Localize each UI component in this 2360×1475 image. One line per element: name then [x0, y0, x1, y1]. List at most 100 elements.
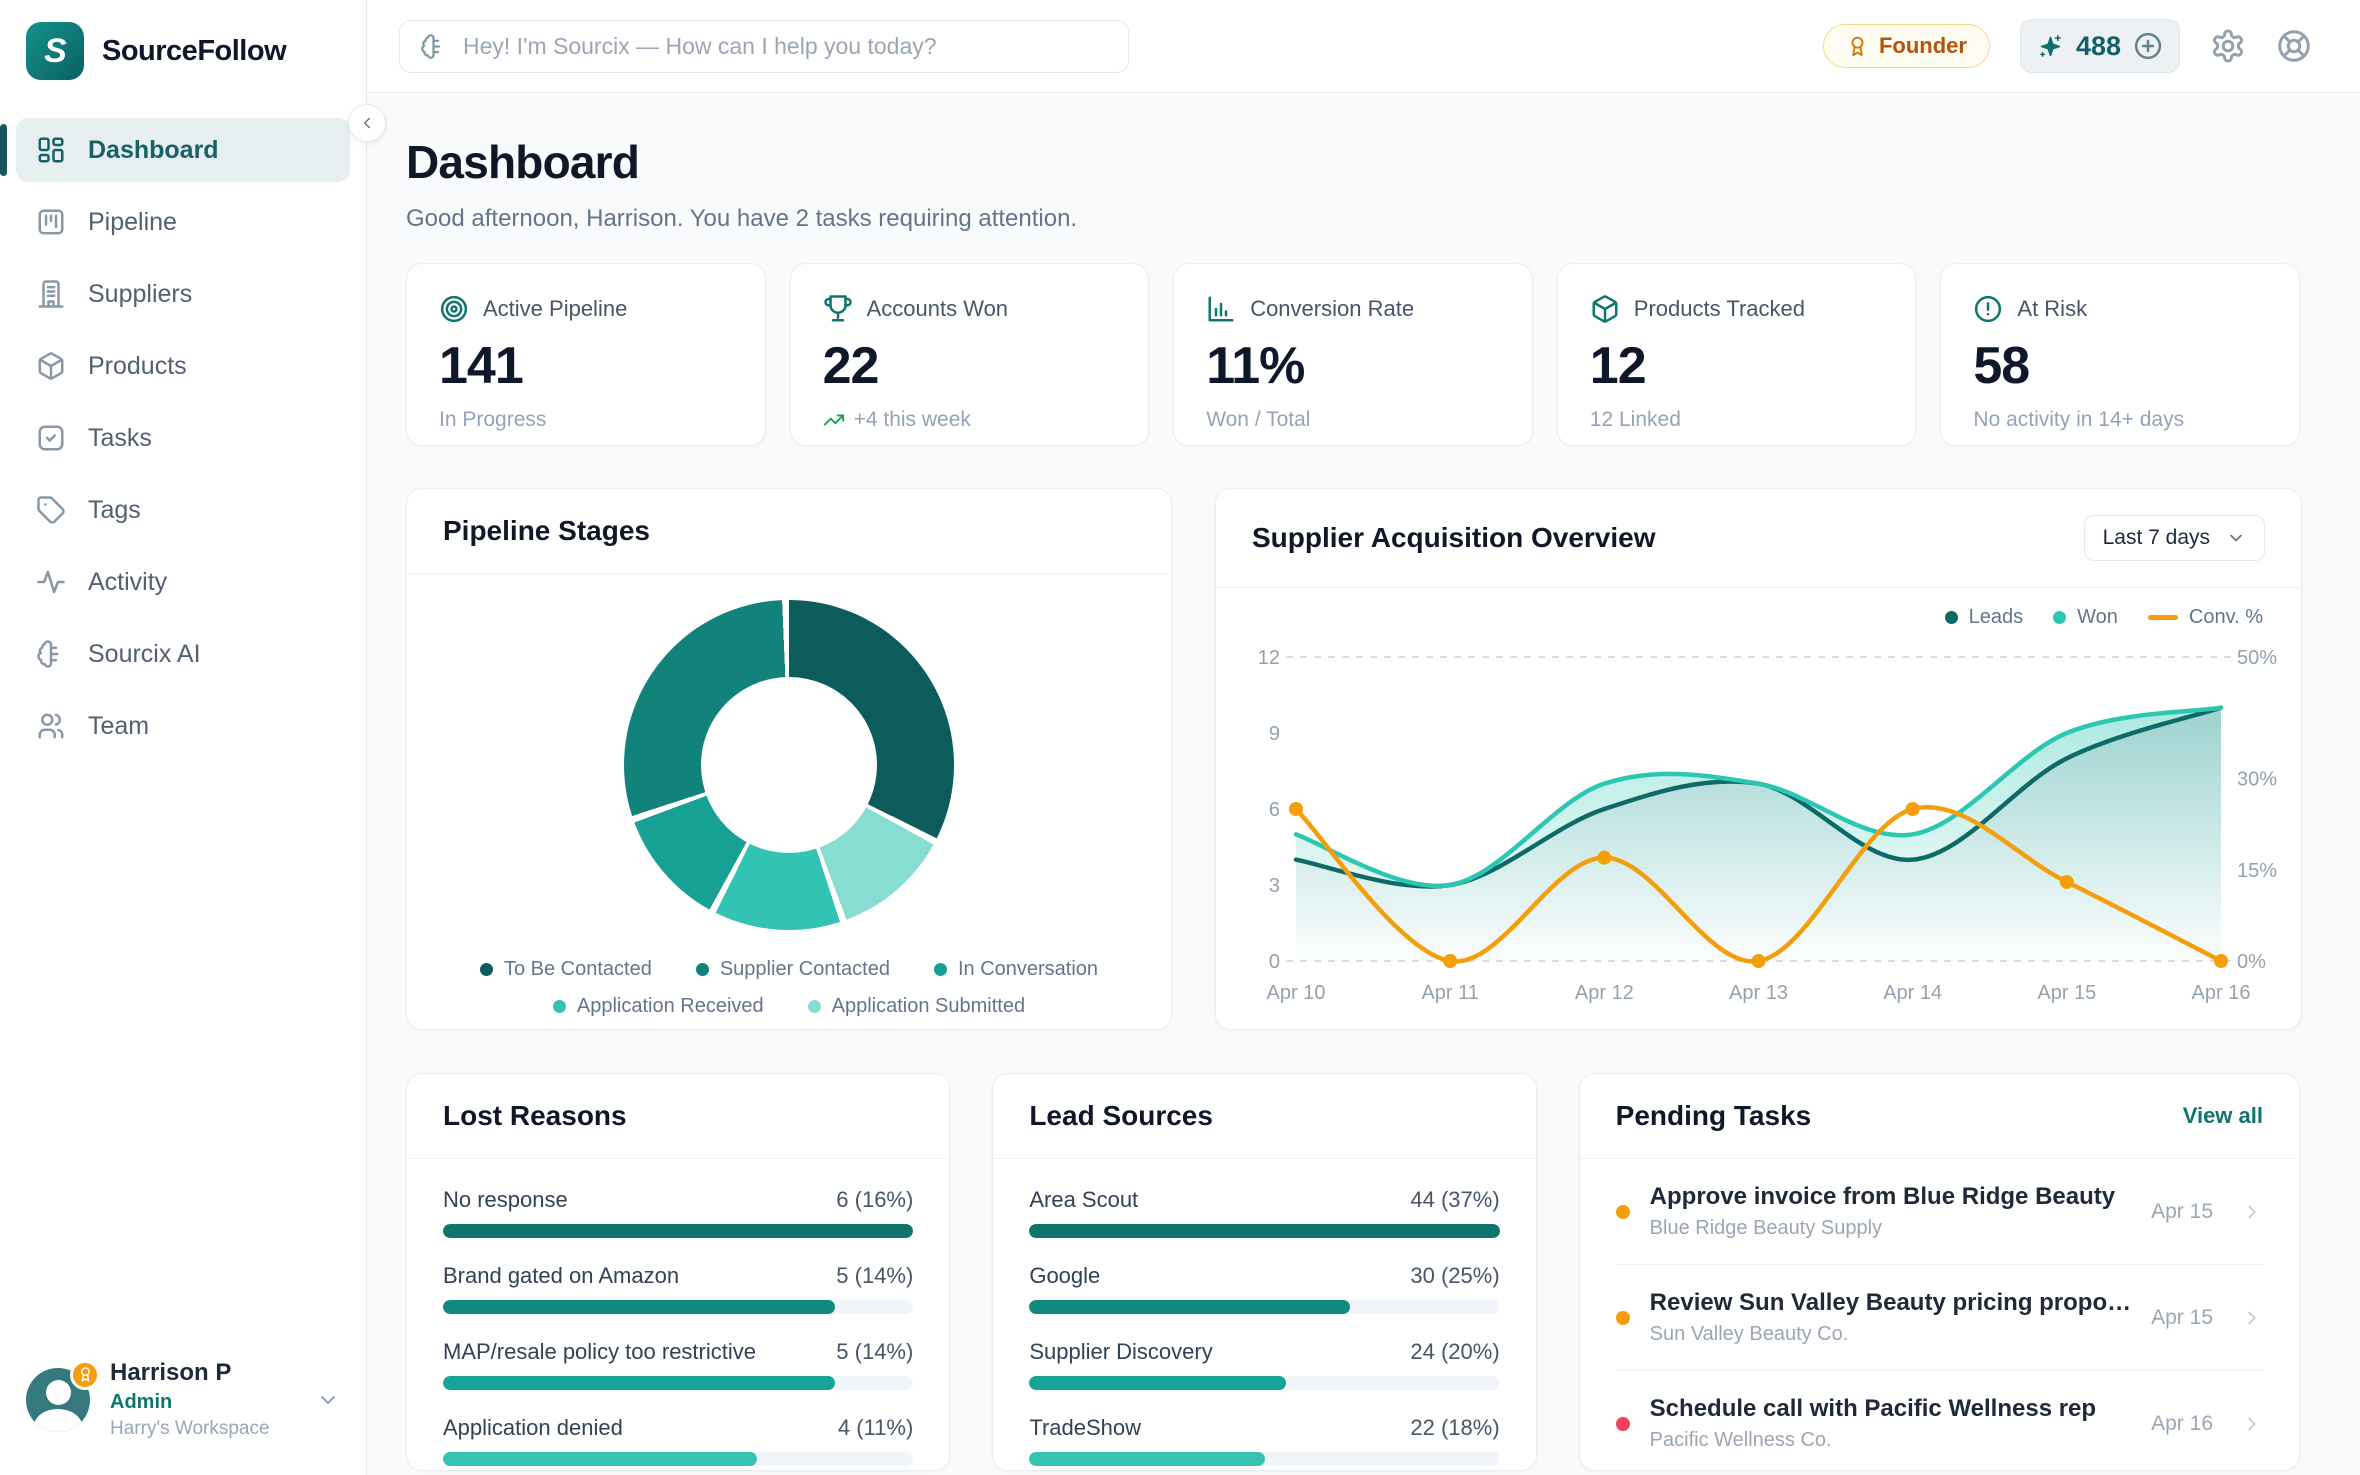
task-date: Apr 15 — [2151, 1199, 2213, 1223]
sidebar-item-suppliers[interactable]: Suppliers — [16, 262, 350, 326]
sparkles-icon — [2037, 33, 2064, 60]
pipeline-stages-card: Pipeline Stages To Be Contacted Supplier… — [406, 488, 1172, 1030]
help-button[interactable] — [2276, 28, 2312, 64]
legend-swatch — [807, 1000, 821, 1013]
bar-value: 5 (14%) — [836, 1339, 914, 1364]
svg-text:Apr 12: Apr 12 — [1575, 982, 1634, 1004]
bar-row: MAP/resale policy too restrictive 5 (14%… — [443, 1339, 914, 1390]
task-row[interactable]: Schedule call with Pacific Wellness rep … — [1615, 1371, 2263, 1475]
sidebar-item-team[interactable]: Team — [16, 694, 350, 758]
sidebar-item-label: Sourcix AI — [88, 639, 201, 668]
sidebar-item-label: Tags — [88, 495, 141, 524]
bar-label: No response — [443, 1187, 568, 1212]
sourcix-ai-icon — [420, 33, 447, 60]
tasks-icon — [36, 423, 66, 453]
stat-value: 22 — [822, 337, 880, 395]
bar-row: Supplier Discovery 24 (20%) — [1029, 1339, 1500, 1390]
view-all-link[interactable]: View all — [2182, 1103, 2263, 1128]
bar-track — [443, 1224, 914, 1238]
sidebar-item-pipeline[interactable]: Pipeline — [16, 190, 350, 254]
credits-pill[interactable]: 488 — [2019, 19, 2180, 73]
line-chart: 12 9 6 3 0 50% 30% 15% 0% Apr 10 Apr 11 Apr 12 Apr 1… — [1248, 635, 2277, 1007]
bar-value: 44 (37%) — [1410, 1187, 1500, 1212]
sourcix-ai-icon — [36, 639, 66, 669]
stat-value: 141 — [439, 337, 524, 395]
brand-name: SourceFollow — [102, 34, 287, 67]
lead-sources-card: Lead Sources Area Scout 44 (37%) Google … — [992, 1073, 1537, 1471]
donut-chart — [624, 600, 954, 930]
stat-label: Conversion Rate — [1250, 296, 1415, 321]
sidebar-item-label: Activity — [88, 567, 168, 596]
legend-item: Conv. % — [2147, 606, 2263, 629]
lost-reasons-header: Lost Reasons — [407, 1074, 950, 1159]
bar-row: Application denied 4 (11%) — [443, 1415, 914, 1466]
ai-search-box[interactable] — [399, 19, 1129, 73]
suppliers-icon — [36, 279, 66, 309]
target-icon — [439, 294, 469, 324]
legend-label: Application Received — [576, 995, 764, 1017]
credits-value: 488 — [2075, 30, 2121, 61]
ai-search-input[interactable] — [463, 32, 1108, 60]
supplier-acquisition-card: Supplier Acquisition Overview Last 7 day… — [1215, 488, 2302, 1030]
bar-label: Google — [1029, 1263, 1101, 1288]
lost-reasons-title: Lost Reasons — [443, 1100, 627, 1131]
page-content: Dashboard Good afternoon, Harrison. You … — [367, 93, 2360, 1475]
bar-value: 22 (18%) — [1410, 1415, 1500, 1440]
chevron-down-icon[interactable] — [316, 1388, 340, 1412]
legend-label: In Conversation — [957, 958, 1099, 980]
sidebar-item-activity[interactable]: Activity — [16, 550, 350, 614]
sidebar-item-label: Dashboard — [88, 135, 219, 164]
svg-text:Apr 14: Apr 14 — [1883, 982, 1942, 1004]
greeting-text: Good afternoon, Harrison. You have 2 tas… — [406, 205, 1078, 232]
brand-logo-icon: S — [26, 22, 84, 80]
bar-value: 24 (20%) — [1410, 1339, 1500, 1364]
legend-item: Application Submitted — [807, 995, 1026, 1018]
user-card[interactable]: Harrison P Admin Harry's Workspace — [0, 1334, 366, 1475]
task-row[interactable]: Approve invoice from Blue Ridge Beauty B… — [1615, 1159, 2263, 1265]
bar-row: No response 6 (16%) — [443, 1187, 914, 1238]
svg-text:6: 6 — [1269, 799, 1280, 821]
chevron-right-icon — [2241, 1201, 2263, 1223]
supplier-acquisition-header: Supplier Acquisition Overview Last 7 day… — [1216, 489, 2301, 588]
sidebar-item-tags[interactable]: Tags — [16, 478, 350, 542]
settings-button[interactable] — [2210, 28, 2246, 64]
legend-item: In Conversation — [933, 958, 1099, 981]
donut-legend: To Be Contacted Supplier Contacted In Co… — [459, 958, 1119, 1018]
user-role: Admin — [110, 1391, 173, 1414]
legend-item: Supplier Contacted — [695, 958, 890, 981]
legend-swatch — [2053, 611, 2067, 624]
sidebar-item-tasks[interactable]: Tasks — [16, 406, 350, 470]
chevron-right-icon — [2241, 1413, 2263, 1435]
chevron-right-icon — [2241, 1307, 2263, 1329]
legend-swatch — [2147, 615, 2178, 620]
range-select[interactable]: Last 7 days — [2083, 515, 2265, 561]
legend-label: Application Submitted — [831, 995, 1026, 1017]
bar-track — [1029, 1376, 1500, 1390]
medal-icon — [1846, 35, 1869, 58]
dashboard-icon — [36, 135, 66, 165]
pending-tasks-title: Pending Tasks — [1615, 1100, 1812, 1131]
stat-card-at-risk: At Risk 58 No activity in 14+ days — [1940, 263, 2300, 446]
avatar — [26, 1359, 100, 1432]
stat-card-conversion-rate: Conversion Rate 11% Won / Total — [1173, 263, 1533, 446]
bar-track — [1029, 1224, 1500, 1238]
sidebar-spacer — [0, 766, 366, 1334]
svg-text:Apr 11: Apr 11 — [1421, 982, 1478, 1004]
sidebar-item-dashboard[interactable]: Dashboard — [0, 118, 350, 182]
sidebar-item-sourcix-ai[interactable]: Sourcix AI — [16, 622, 350, 686]
legend-item: Won — [2053, 606, 2118, 629]
user-name: Harrison P — [110, 1359, 232, 1387]
task-row[interactable]: Review Sun Valley Beauty pricing propo… … — [1615, 1265, 2263, 1371]
bar-fill — [443, 1376, 835, 1390]
bar-track — [1029, 1452, 1500, 1466]
bar-label: MAP/resale policy too restrictive — [443, 1339, 756, 1364]
sidebar-collapse-button[interactable] — [348, 104, 386, 142]
sidebar-item-products[interactable]: Products — [16, 334, 350, 398]
bar-fill — [443, 1224, 914, 1238]
chevron-left-icon — [358, 114, 376, 132]
task-company: Blue Ridge Beauty Supply — [1649, 1217, 1883, 1239]
plus-circle-icon[interactable] — [2133, 31, 2163, 61]
legend-item: Leads — [1944, 606, 2023, 629]
bar-value: 30 (25%) — [1410, 1263, 1500, 1288]
